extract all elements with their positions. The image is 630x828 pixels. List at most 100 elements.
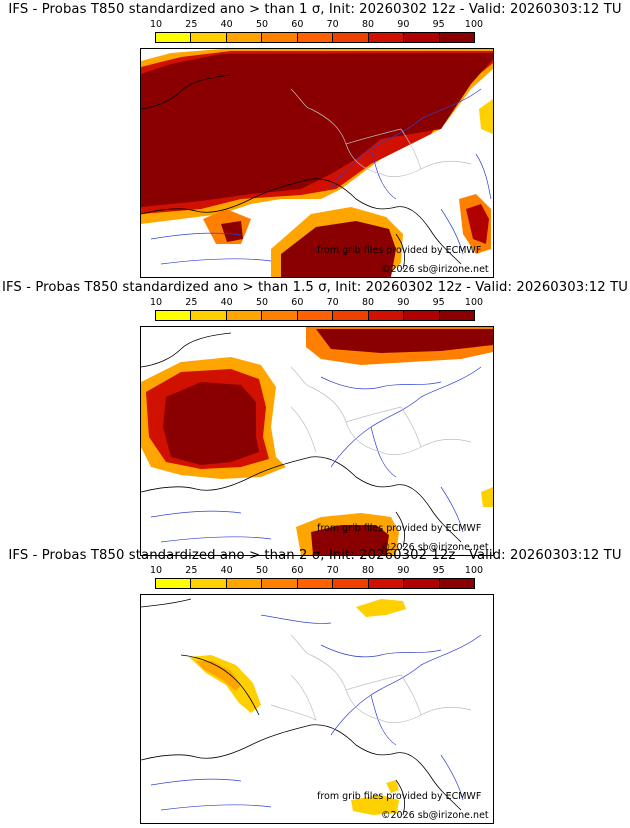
- scale-tick-label: 60: [291, 565, 304, 576]
- scale-bar: [155, 578, 475, 589]
- scale-color-segment: [226, 33, 263, 42]
- probability-map: from grib files provided by ECMWF ©2026 …: [140, 326, 494, 556]
- scale-tick-label: 50: [255, 297, 269, 308]
- scale-tick-label: 70: [326, 19, 339, 30]
- scale-color-segment: [156, 311, 192, 320]
- scale-tick-label: 70: [326, 565, 339, 576]
- prob-field-darkred: [141, 53, 493, 207]
- color-scale: 10 25 40 50 60 70 80 90 95 100: [150, 565, 483, 591]
- scale-color-segment: [404, 33, 440, 42]
- copyright-credit: ©2026 sb@irizone.net: [381, 264, 489, 275]
- scale-tick-label: 25: [185, 297, 198, 308]
- prob-blob-south-dark: [311, 525, 389, 555]
- scale-tick-label: 25: [185, 19, 198, 30]
- probability-map: from grib files provided by ECMWF ©2026 …: [140, 594, 494, 824]
- scale-tick-label: 60: [291, 19, 304, 30]
- scale-tick-label: 25: [185, 565, 198, 576]
- prob-blob-ne: [479, 99, 493, 134]
- scale-color-segment: [368, 33, 405, 42]
- scale-tick-label: 10: [149, 565, 163, 576]
- prob-blob-east-dark: [466, 204, 489, 244]
- color-scale: 10 25 40 50 60 70 80 90 95 100: [150, 19, 483, 45]
- scale-tick-label: 95: [432, 565, 445, 576]
- map-svg: [141, 327, 493, 555]
- panel-title: IFS - Probas T850 standardized ano > tha…: [1, 280, 628, 295]
- scale-bar: [155, 32, 475, 43]
- scale-color-segment: [439, 33, 474, 42]
- scale-color-segment: [297, 33, 334, 42]
- prob-blob-east: [481, 487, 493, 507]
- scale-color-segment: [368, 311, 405, 320]
- prob-field-north-dark: [316, 329, 493, 353]
- scale-tick-label: 70: [326, 297, 339, 308]
- scale-color-segment: [439, 579, 474, 588]
- borders: [290, 88, 472, 178]
- scale-tick-label: 60: [291, 297, 304, 308]
- scale-color-segment: [297, 311, 334, 320]
- scale-tick-label: 50: [255, 19, 269, 30]
- scale-color-segment: [226, 579, 263, 588]
- prob-blob-south: [351, 795, 399, 815]
- source-credit: from grib files provided by ECMWF: [317, 523, 482, 534]
- coastline: [141, 74, 462, 270]
- scale-color-segment: [191, 311, 227, 320]
- scale-tick-label: 90: [397, 19, 410, 30]
- coastline: [141, 332, 462, 548]
- scale-tick-label: 40: [220, 565, 233, 576]
- scale-tick-label: 90: [397, 565, 410, 576]
- scale-color-segment: [191, 579, 227, 588]
- prob-blob-north: [356, 599, 406, 617]
- scale-tick-label: 90: [397, 297, 410, 308]
- scale-tick-label: 95: [432, 19, 445, 30]
- scale-tick-label: 95: [432, 297, 445, 308]
- scale-tick-label: 100: [464, 297, 484, 308]
- scale-color-segment: [333, 33, 369, 42]
- panel-2: IFS - Probas T850 standardized ano > tha…: [0, 278, 630, 556]
- scale-color-segment: [156, 33, 192, 42]
- coastline: [141, 598, 462, 816]
- scale-tick-label: 100: [464, 19, 484, 30]
- rivers: [150, 366, 482, 543]
- scale-tick-label: 40: [220, 297, 233, 308]
- map-svg: [141, 49, 493, 277]
- panel-1: IFS - Probas T850 standardized ano > tha…: [0, 0, 630, 278]
- scale-color-segment: [191, 33, 227, 42]
- scale-color-segment: [439, 311, 474, 320]
- probability-map: from grib files provided by ECMWF ©2026 …: [140, 48, 494, 278]
- prob-blob-west-orange: [196, 661, 241, 691]
- prob-blob-south-dark: [281, 221, 396, 277]
- scale-tick-label: 10: [149, 297, 163, 308]
- panel-title: IFS - Probas T850 standardized ano > tha…: [8, 548, 622, 563]
- scale-color-segment: [404, 311, 440, 320]
- scale-color-segment: [333, 579, 369, 588]
- borders: [290, 366, 472, 456]
- rivers: [150, 614, 482, 811]
- scale-ticks: 10 25 40 50 60 70 80 90 95 100: [150, 297, 483, 309]
- color-scale: 10 25 40 50 60 70 80 90 95 100: [150, 297, 483, 323]
- scale-color-segment: [156, 579, 192, 588]
- scale-color-segment: [333, 311, 369, 320]
- scale-tick-label: 50: [255, 565, 269, 576]
- scale-tick-label: 80: [361, 19, 375, 30]
- scale-color-segment: [262, 579, 298, 588]
- prob-field-west-dark: [163, 382, 259, 465]
- panel-title: IFS - Probas T850 standardized ano > tha…: [8, 2, 622, 17]
- scale-color-segment: [404, 579, 440, 588]
- panel-3: IFS - Probas T850 standardized ano > tha…: [0, 546, 630, 824]
- copyright-credit: ©2026 sb@irizone.net: [381, 810, 489, 821]
- scale-color-segment: [297, 579, 334, 588]
- rivers: [150, 88, 492, 265]
- scale-tick-label: 100: [464, 565, 484, 576]
- scale-bar: [155, 310, 475, 321]
- copyright-credit: ©2026 sb@irizone.net: [381, 542, 489, 553]
- scale-ticks: 10 25 40 50 60 70 80 90 95 100: [150, 565, 483, 577]
- borders: [270, 634, 472, 724]
- prob-blob-west-dark: [221, 221, 243, 242]
- scale-color-segment: [226, 311, 263, 320]
- prob-blob-south-2: [386, 780, 399, 793]
- source-credit: from grib files provided by ECMWF: [317, 245, 482, 256]
- scale-tick-label: 40: [220, 19, 233, 30]
- scale-tick-label: 80: [361, 565, 375, 576]
- scale-ticks: 10 25 40 50 60 70 80 90 95 100: [150, 19, 483, 31]
- scale-color-segment: [262, 33, 298, 42]
